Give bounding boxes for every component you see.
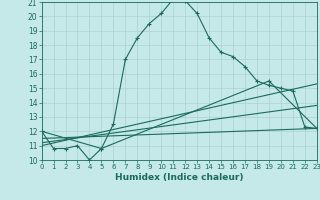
X-axis label: Humidex (Indice chaleur): Humidex (Indice chaleur) [115, 173, 244, 182]
